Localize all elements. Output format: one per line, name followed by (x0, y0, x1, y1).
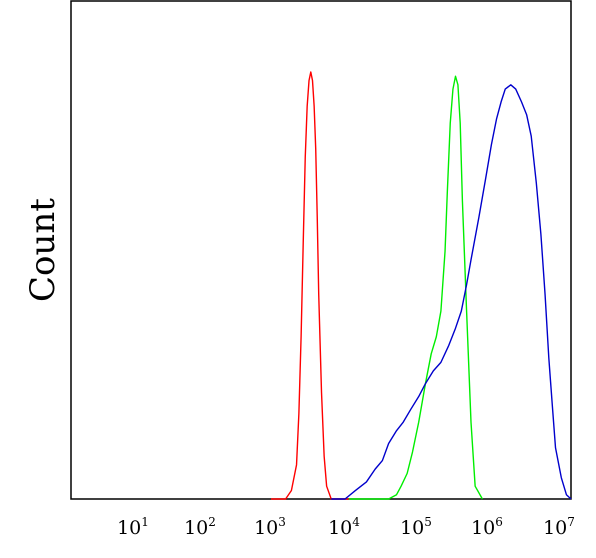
series-line-2 (348, 75, 483, 500)
x-tick-label: 102 (184, 515, 216, 539)
x-tick-label: 106 (471, 515, 503, 539)
x-tick-labels: 101 102 103 104 105 106 107 (117, 515, 575, 539)
series-layer (271, 71, 572, 500)
plot-frame (70, 0, 572, 500)
x-tick-label: 103 (254, 515, 286, 539)
x-tick-label: 105 (400, 515, 432, 539)
y-axis-label: Count (23, 198, 63, 302)
x-tick-label: 101 (117, 515, 149, 539)
x-tick-label: 104 (328, 515, 360, 539)
x-tick-label: 107 (543, 515, 575, 539)
series-line-1 (271, 71, 349, 500)
series-line-3 (331, 84, 572, 500)
